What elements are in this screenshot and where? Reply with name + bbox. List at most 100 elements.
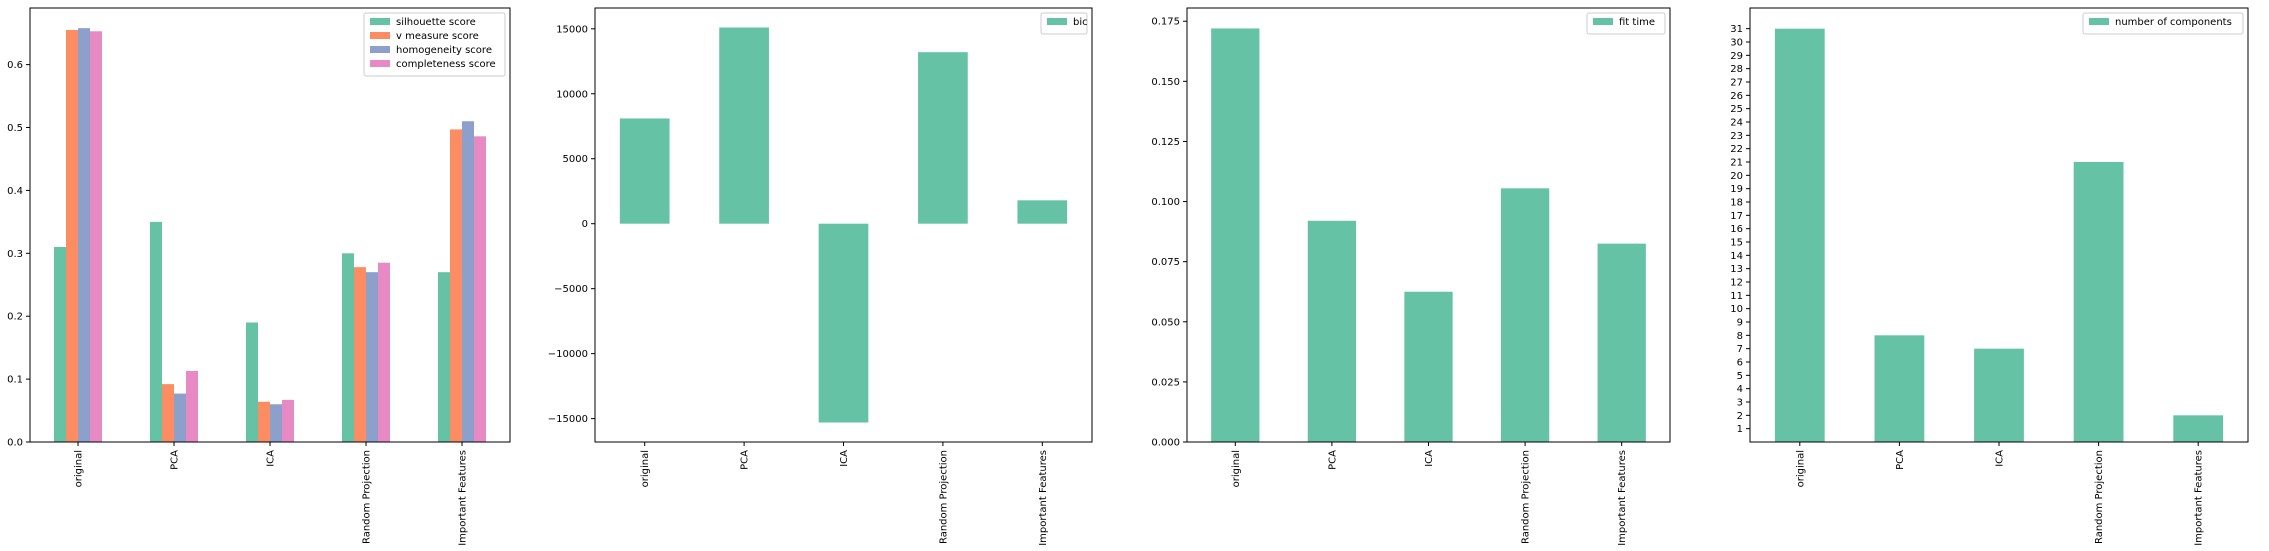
- x-tick-label: Random Projection: [2094, 450, 2105, 544]
- y-tick-label: 30: [1730, 38, 1743, 49]
- chart-2: −15000 −10000 −5000 0 5000 10000 15000 original…: [548, 7, 1093, 546]
- y-tick-label: 26: [1730, 91, 1743, 102]
- y-tick-label: 27: [1730, 78, 1743, 89]
- bar: [2173, 415, 2224, 442]
- bar: [1404, 291, 1453, 442]
- bar: [66, 30, 78, 442]
- x-tick-label: original: [74, 450, 85, 487]
- bar: [162, 384, 174, 442]
- y-tick-label: 8: [1737, 331, 1743, 342]
- y-tick-label: 16: [1730, 224, 1743, 235]
- x-tick-label: Important Features: [1038, 450, 1049, 546]
- y-tick-label: 31: [1730, 24, 1743, 35]
- y-tick-label: 17: [1730, 211, 1743, 222]
- y-tick-label: 0.2: [7, 312, 23, 323]
- bar: [1597, 243, 1646, 442]
- x-tick-label: PCA: [1895, 450, 1906, 470]
- bar: [1500, 188, 1550, 442]
- bar: [174, 393, 186, 442]
- x-tick-label: ICA: [1424, 450, 1435, 467]
- bar: [342, 253, 354, 442]
- y-tick-label: 19: [1730, 184, 1743, 195]
- x-tick-label: Random Projection: [1521, 450, 1532, 544]
- y-tick-label: 0.050: [1151, 317, 1180, 328]
- bar: [78, 28, 90, 442]
- y-tick-label: 5000: [563, 154, 588, 165]
- y-tick-label: 24: [1730, 118, 1743, 129]
- legend: fit time: [1586, 12, 1666, 35]
- x-tick-label: ICA: [839, 450, 850, 467]
- legend-label: number of components: [2115, 17, 2232, 28]
- legend-label: homogeneity score: [396, 45, 492, 56]
- y-tick-label: 29: [1730, 51, 1743, 62]
- legend-label: completeness score: [396, 59, 496, 70]
- x-tick-label: original: [640, 450, 651, 487]
- legend-label: fit time: [1619, 17, 1655, 28]
- bar: [366, 272, 378, 442]
- legend-swatch: [1593, 18, 1613, 25]
- y-tick-label: 15000: [556, 24, 588, 35]
- bar: [54, 247, 66, 442]
- bar: [1017, 200, 1068, 224]
- y-tick-label: 3: [1737, 398, 1743, 409]
- legend-box: [2082, 12, 2244, 35]
- y-tick-label: 1: [1737, 424, 1743, 435]
- chart-4: 1234567891011121314151617181920212223242…: [1730, 7, 2249, 546]
- bar: [1974, 348, 2024, 442]
- y-tick-label: 5: [1737, 371, 1743, 382]
- bar: [438, 272, 450, 442]
- chart-3: 0.000 0.025 0.050 0.075 0.100 0.125 0.150 0.175…: [1151, 7, 1671, 546]
- bar: [246, 322, 258, 442]
- y-tick-label: 2: [1737, 411, 1743, 422]
- x-tick-label: PCA: [1327, 450, 1338, 470]
- chart-1: 0.0 0.1 0.2 0.3 0.4 0.5 0.6 original PCA ICA Rando…: [7, 7, 511, 546]
- bar: [1307, 220, 1357, 442]
- y-tick-label: 22: [1730, 144, 1743, 155]
- x-tick-label: original: [1231, 450, 1242, 487]
- y-tick-label: 4: [1737, 384, 1743, 395]
- y-tick-label: 23: [1730, 131, 1743, 142]
- y-tick-label: 0.000: [1151, 438, 1180, 449]
- legend-swatch: [370, 60, 390, 67]
- y-tick-label: 0.025: [1151, 377, 1180, 388]
- bar: [619, 118, 670, 224]
- x-tick-label: Important Features: [2194, 450, 2205, 546]
- bar: [2073, 162, 2124, 442]
- y-tick-label: 0.175: [1151, 17, 1180, 28]
- y-tick-label: 0.5: [7, 123, 23, 134]
- y-tick-label: 12: [1730, 278, 1743, 289]
- legend-label: silhouette score: [396, 17, 476, 28]
- legend: number of components: [2082, 12, 2244, 35]
- y-tick-label: 0.075: [1151, 257, 1180, 268]
- bar: [918, 52, 968, 224]
- y-tick-label: −15000: [548, 414, 588, 425]
- y-tick-label: 13: [1730, 264, 1743, 275]
- bar: [282, 399, 294, 442]
- x-tick-label: Random Projection: [938, 450, 949, 544]
- bar: [150, 221, 162, 442]
- y-tick-label: 11: [1730, 291, 1743, 302]
- y-tick-label: 20: [1730, 171, 1743, 182]
- y-tick-label: 0.6: [7, 60, 23, 71]
- y-tick-label: 10000: [556, 89, 588, 100]
- bar: [1874, 335, 1925, 442]
- legend-swatch: [1047, 18, 1067, 25]
- bar: [818, 223, 869, 423]
- y-tick-label: 0.4: [7, 186, 23, 197]
- y-tick-label: 7: [1737, 344, 1743, 355]
- y-tick-label: −5000: [554, 284, 588, 295]
- y-tick-label: 21: [1730, 158, 1743, 169]
- bar: [378, 262, 390, 442]
- bar: [719, 27, 769, 224]
- y-tick-label: 0.0: [7, 438, 23, 449]
- legend-label: v measure score: [396, 31, 479, 42]
- legend-box: [363, 12, 506, 77]
- x-tick-label: Important Features: [1617, 450, 1628, 546]
- bar: [450, 129, 462, 442]
- y-tick-label: 18: [1730, 198, 1743, 209]
- bar: [462, 121, 474, 442]
- legend-swatch: [2089, 18, 2109, 25]
- y-tick-label: −10000: [548, 349, 588, 360]
- bar: [1211, 28, 1260, 442]
